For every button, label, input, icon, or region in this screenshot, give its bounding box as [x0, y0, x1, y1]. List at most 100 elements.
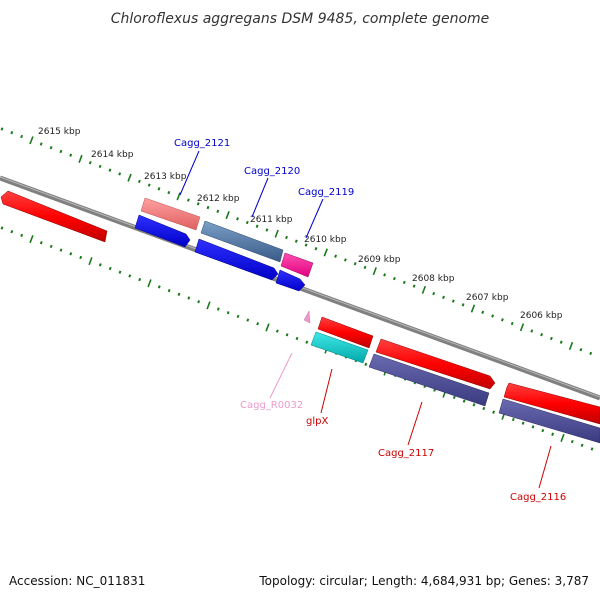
ruler-dot — [167, 288, 171, 293]
ruler-dot — [49, 244, 53, 249]
ruler-dot — [0, 226, 4, 230]
feature-glpx[interactable] — [310, 331, 369, 364]
feature-cagg-r0032[interactable] — [303, 310, 311, 324]
ruler-dot — [196, 202, 200, 206]
ruler-dot — [432, 291, 436, 296]
feature-blue-2[interactable] — [194, 238, 279, 281]
ruler-track-bottom — [0, 226, 594, 451]
ruler-dot — [304, 243, 308, 247]
ruler-dot — [492, 410, 496, 414]
ruler-dot — [363, 265, 367, 270]
feature-right-red-upper[interactable] — [503, 382, 600, 425]
feature-cagg-2119[interactable] — [280, 252, 314, 278]
ruler-dot — [245, 220, 249, 225]
kbp-label-2609: 2609 kbp — [358, 255, 401, 265]
ruler-dot — [236, 314, 240, 319]
ruler-dot — [511, 417, 515, 422]
ruler-dot — [197, 300, 201, 304]
ruler-dot — [157, 187, 161, 191]
ruler-dot — [186, 198, 190, 202]
feature-cagg-2118[interactable] — [0, 190, 108, 243]
gene-label-cagg-2117[interactable]: Cagg_2117 — [378, 448, 434, 459]
ruler-dot — [20, 233, 24, 238]
ruler-dot — [236, 217, 239, 221]
ruler-dot — [0, 127, 4, 131]
ruler-major-tick — [421, 285, 427, 294]
ruler-dot — [79, 255, 83, 260]
ruler-dot — [589, 351, 593, 356]
ruler-major-tick — [88, 257, 93, 266]
ruler-dot — [98, 164, 102, 169]
ruler-dot — [98, 263, 102, 267]
ruler-dot — [39, 241, 43, 245]
ruler-dot — [206, 205, 210, 210]
feature-cagg-2117[interactable] — [368, 353, 490, 407]
ruler-dot — [177, 292, 181, 296]
ruler-major-tick — [127, 173, 132, 182]
feature-blue-1[interactable] — [134, 214, 191, 248]
gene-label-cagg-2116[interactable]: Cagg_2116 — [510, 492, 566, 503]
ruler-major-tick — [29, 235, 34, 244]
ruler-dot — [451, 299, 455, 303]
ruler-dot — [353, 262, 357, 266]
ruler-dot — [118, 270, 122, 274]
ruler-dot — [500, 318, 504, 322]
ruler-dot — [265, 228, 269, 232]
ruler-dot — [10, 230, 14, 234]
ruler-dot — [275, 329, 279, 333]
ruler-dot — [442, 295, 445, 299]
ruler-major-tick — [560, 433, 565, 442]
gene-label-cagg-2121[interactable]: Cagg_2121 — [174, 138, 230, 149]
ruler-dot — [334, 254, 338, 258]
gene-label-cagg-2120[interactable]: Cagg_2120 — [244, 166, 300, 177]
gene-label-cagg-2119[interactable]: Cagg_2119 — [298, 187, 354, 198]
feature-blue-3[interactable] — [275, 269, 306, 292]
ruler-dot — [383, 273, 387, 277]
leader-cagg-2116 — [538, 445, 552, 489]
ruler-dot — [491, 314, 495, 318]
ruler-dot — [364, 362, 368, 366]
ruler-dot — [294, 239, 298, 243]
ruler-dot — [59, 149, 63, 154]
ruler-dot — [255, 224, 259, 228]
ruler-major-tick — [265, 323, 270, 332]
ruler-major-tick — [147, 279, 152, 288]
ruler-dot — [226, 311, 230, 315]
feature-red-small[interactable] — [317, 316, 374, 349]
ruler-major-tick — [470, 304, 476, 313]
ruler-major-tick — [176, 192, 181, 201]
ruler-dot — [285, 235, 288, 240]
ruler-dot — [246, 318, 250, 322]
ruler-dot — [137, 179, 141, 184]
gene-label-cagg-r0032[interactable]: Cagg_R0032 — [240, 400, 303, 411]
feature-cagg-2120[interactable] — [200, 220, 284, 263]
ruler-major-tick — [225, 211, 230, 220]
feature-cagg-2121[interactable] — [140, 197, 201, 231]
ruler-dot — [256, 322, 260, 326]
ruler-major-tick — [206, 301, 211, 310]
ruler-dot — [570, 439, 574, 444]
feature-red-long[interactable] — [375, 338, 496, 390]
ruler-dot — [452, 395, 456, 400]
ruler-dot — [531, 425, 535, 429]
ruler-dot — [510, 321, 514, 326]
ruler-dot — [295, 336, 299, 341]
gene-label-glpx[interactable]: glpX — [306, 416, 328, 427]
kbp-label-2607: 2607 kbp — [466, 293, 509, 303]
ruler-dot — [541, 428, 545, 433]
ruler-dot — [305, 340, 309, 344]
ruler-dot — [108, 168, 112, 172]
leader-cagg-2120 — [251, 177, 269, 218]
ruler-dot — [285, 333, 289, 337]
topology-text: Topology: circular; Length: 4,684,931 bp… — [259, 574, 589, 588]
ruler-major-tick — [372, 267, 377, 276]
ruler-dot — [138, 277, 142, 282]
ruler-dot — [482, 406, 486, 411]
ruler-major-tick — [78, 154, 83, 163]
feature-cagg-2116[interactable] — [498, 398, 600, 444]
ruler-dot — [580, 443, 584, 447]
ruler-dot — [530, 329, 534, 333]
ruler-dot — [412, 284, 416, 288]
kbp-label-2608: 2608 kbp — [412, 274, 455, 284]
